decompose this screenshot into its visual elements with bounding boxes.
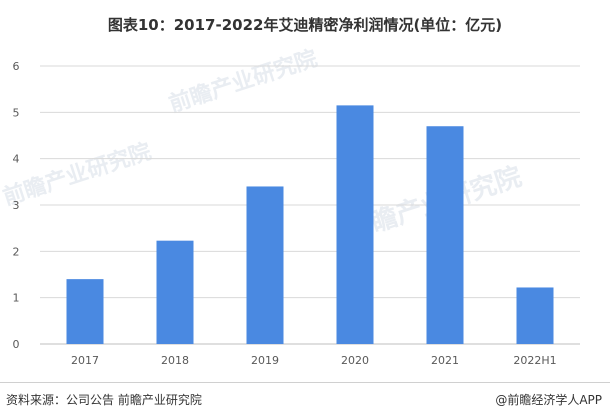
y-tick-label: 2 <box>13 245 20 258</box>
credit-note: @前瞻经济学人APP <box>495 393 602 407</box>
labels-layer: 0 1 2 3 4 5 6 2017 2018 2019 2020 2021 2022H1 <box>13 60 557 367</box>
bars-layer <box>66 105 554 344</box>
bar-chart: 前瞻产业研究院 前瞻产业研究院 前瞻产业研究院 0123456201720182… <box>0 45 580 367</box>
y-tick-label: 4 <box>13 153 20 166</box>
y-tick-label: 3 <box>13 199 20 212</box>
chart-title: 图表10：2017-2022年艾迪精密净利润情况(单位：亿元) <box>107 16 503 34</box>
bar-2020 <box>336 105 374 344</box>
y-tick-label: 0 <box>13 338 20 351</box>
bar-2019 <box>246 186 284 344</box>
watermark-text: 前瞻产业研究院 <box>166 45 321 117</box>
source-note: 资料来源：公司公告 前瞻产业研究院 <box>6 393 202 407</box>
x-tick-label: 2017 <box>71 354 99 367</box>
bar-2021 <box>426 126 464 344</box>
x-tick-label: 2020 <box>341 354 369 367</box>
y-tick-label: 6 <box>13 60 20 73</box>
x-tick-label: 2022H1 <box>513 354 556 367</box>
bar-2017 <box>66 279 104 344</box>
bar-2022h1 <box>516 287 554 344</box>
grid-layer <box>40 65 580 345</box>
y-tick-label: 1 <box>13 292 20 305</box>
watermark-text: 前瞻产业研究院 <box>0 138 154 210</box>
bar-2018 <box>156 240 194 344</box>
x-tick-label: 2019 <box>251 354 279 367</box>
x-tick-label: 2021 <box>431 354 459 367</box>
x-tick-label: 2018 <box>161 354 189 367</box>
footer-divider <box>0 382 610 383</box>
y-tick-label: 5 <box>13 106 20 119</box>
